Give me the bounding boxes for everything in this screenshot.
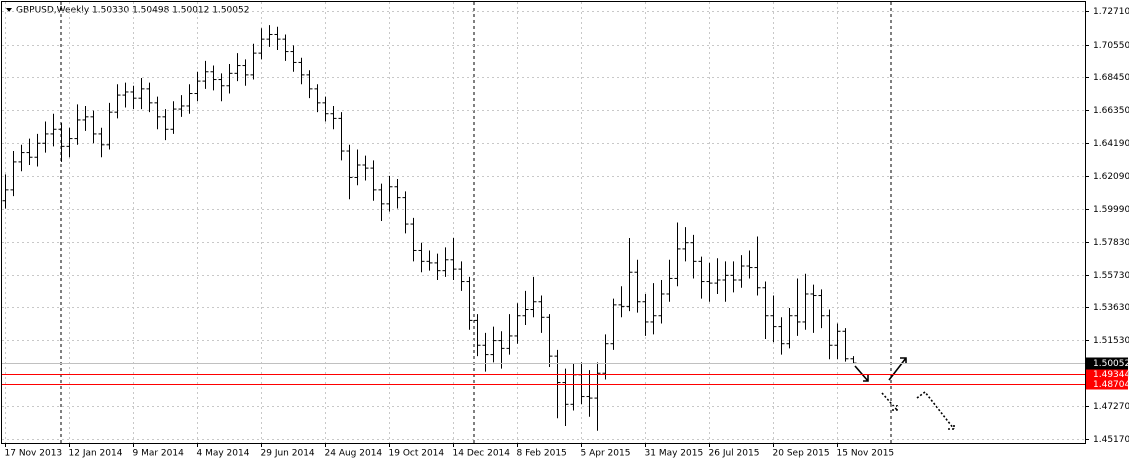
level-label: 1.48704 — [1093, 380, 1129, 390]
level-label: 1.49344 — [1093, 370, 1129, 380]
last-price-box — [1086, 357, 1128, 370]
x-tick-label: 4 May 2014 — [197, 449, 250, 459]
x-tick-label: 20 Sep 2015 — [773, 449, 830, 459]
x-tick-label: 31 May 2015 — [645, 449, 704, 459]
y-tick-label: 1.62090 — [1093, 172, 1129, 182]
x-tick-label: 26 Jul 2015 — [709, 449, 760, 459]
y-tick-label: 1.70550 — [1093, 41, 1129, 51]
y-tick-label: 1.72710 — [1093, 7, 1129, 17]
x-tick-label: 24 Aug 2014 — [325, 449, 383, 459]
chart-title: GBPUSD,Weekly 1.50330 1.50498 1.50012 1.… — [16, 6, 249, 16]
x-tick-label: 9 Mar 2014 — [133, 449, 185, 459]
arrow — [854, 365, 869, 382]
plot-frame — [1, 1, 1086, 444]
y-tick-label: 1.68450 — [1093, 73, 1129, 83]
x-tick-label: 19 Oct 2014 — [389, 449, 445, 459]
arrow — [888, 357, 907, 381]
level-box — [1086, 379, 1128, 390]
y-tick-label: 1.47270 — [1093, 402, 1129, 412]
y-tick-label: 1.55730 — [1093, 271, 1129, 281]
y-tick-label: 1.57830 — [1093, 238, 1129, 248]
arrow — [916, 390, 955, 430]
y-tick-label: 1.66350 — [1093, 106, 1129, 116]
x-tick-label: 17 Nov 2013 — [5, 449, 63, 459]
y-tick-label: 1.53630 — [1093, 303, 1129, 313]
bars — [2, 25, 857, 431]
x-tick-label: 5 Apr 2015 — [581, 449, 631, 459]
x-tick-label: 12 Jan 2014 — [69, 449, 123, 459]
x-tick-label: 14 Dec 2014 — [453, 449, 511, 459]
x-tick-label: 8 Feb 2015 — [517, 449, 567, 459]
y-tick-label: 1.45170 — [1093, 435, 1129, 445]
last-price-label: 1.50052 — [1093, 359, 1129, 369]
forecast-arrows — [854, 357, 955, 430]
y-tick-label: 1.64190 — [1093, 139, 1129, 149]
menu-triangle[interactable] — [6, 8, 12, 12]
y-tick-label: 1.51530 — [1093, 336, 1129, 346]
level-box — [1086, 369, 1128, 380]
y-tick-label: 1.59990 — [1093, 205, 1129, 215]
x-tick-label: 15 Nov 2015 — [837, 449, 895, 459]
x-tick-label: 29 Jun 2014 — [261, 449, 315, 459]
separators — [60, 2, 892, 443]
